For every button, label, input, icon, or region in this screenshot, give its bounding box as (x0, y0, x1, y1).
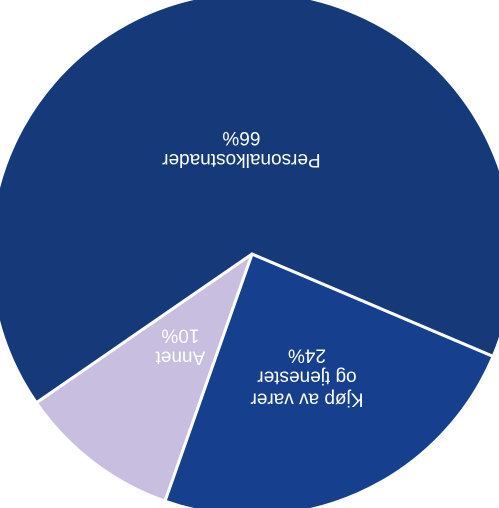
slice-percent-label: 66% (222, 127, 260, 148)
slice-percent-label: 10% (161, 325, 199, 346)
slice-label-2: Personalkostnader66% (162, 127, 321, 170)
slice-name-label: og tjenester (257, 367, 357, 388)
pie-slice-0 (163, 251, 496, 508)
slice-label-0: Kjøp av varerog tjenester24% (250, 345, 364, 410)
slice-name-label: Annet (155, 347, 205, 368)
pie-slice-1 (34, 250, 255, 504)
slice-name-label: Personalkostnader (162, 149, 321, 170)
slice-percent-label: 24% (288, 345, 326, 366)
slice-name-label: Kjøp av varer (250, 389, 364, 410)
pie-slice-2 (0, 0, 499, 403)
slice-label-1: Annet10% (155, 325, 205, 368)
